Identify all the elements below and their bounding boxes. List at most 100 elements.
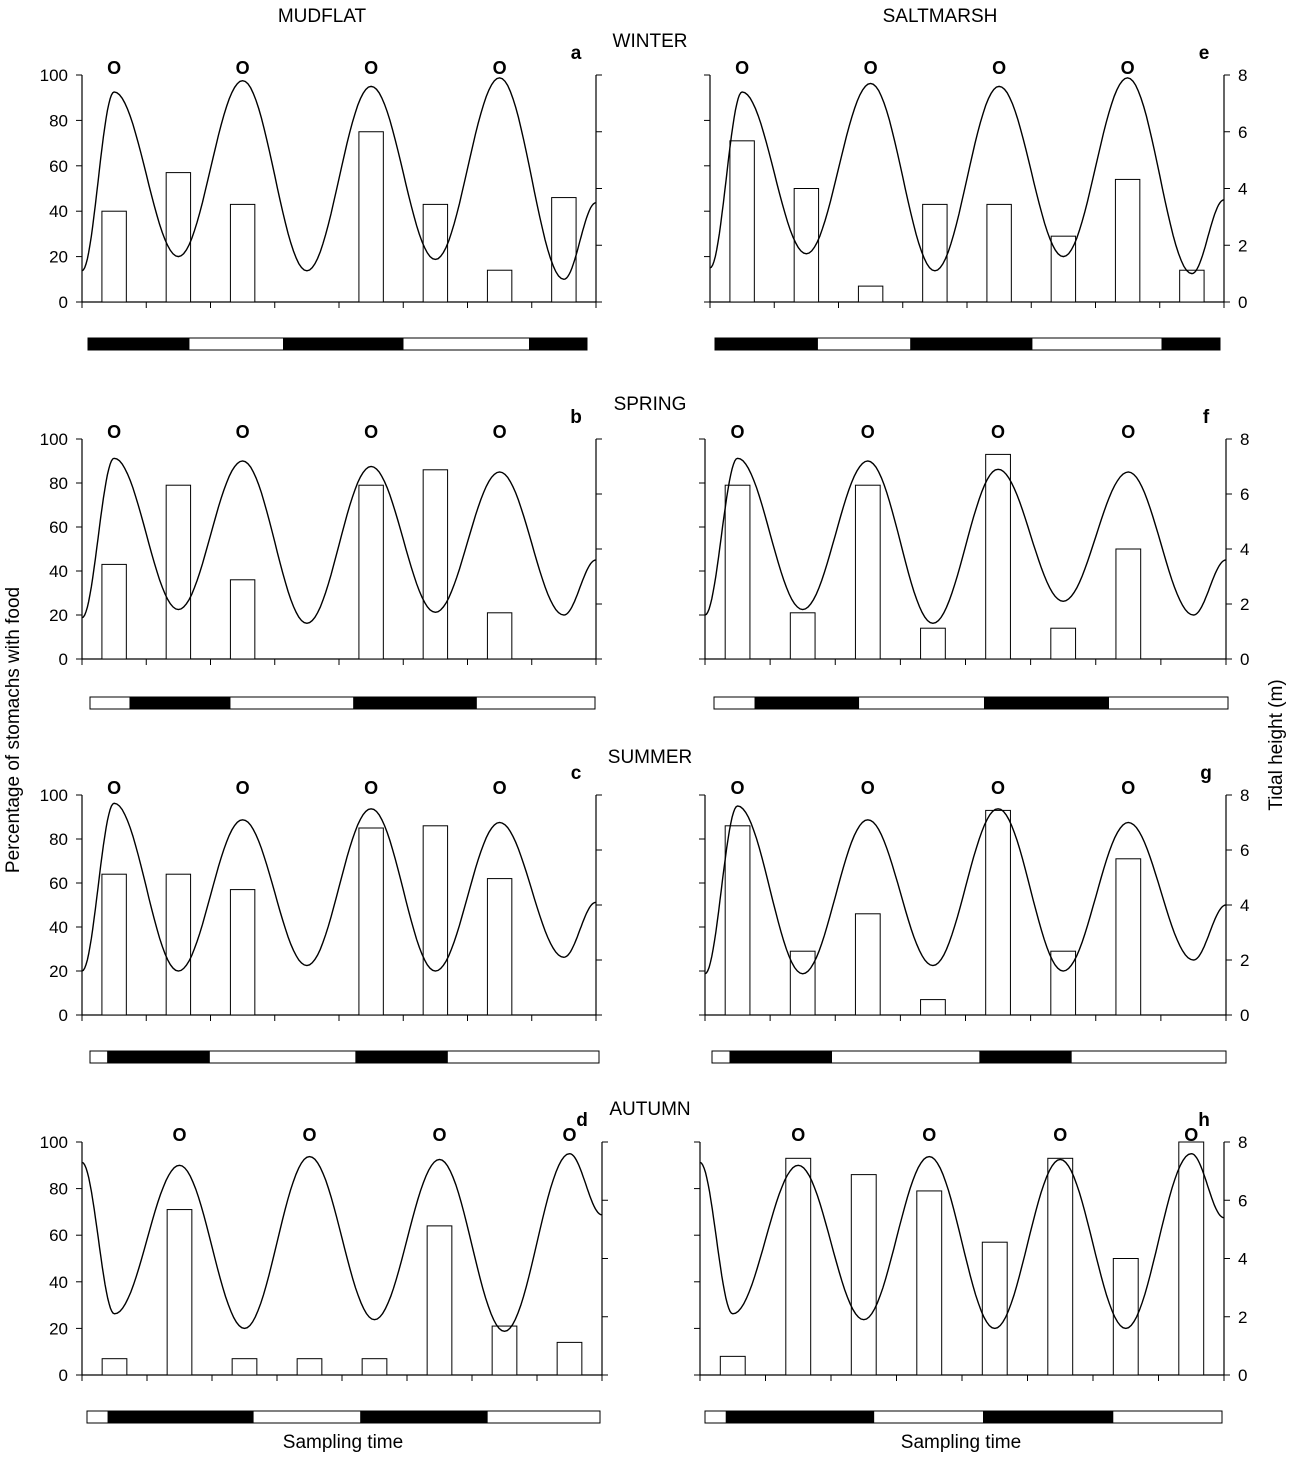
high-tide-marker: O	[562, 1125, 576, 1145]
bar-4	[922, 203, 948, 303]
bar-4	[916, 1190, 943, 1376]
night-period	[528, 337, 588, 351]
bar-1	[101, 210, 127, 303]
season-label-autumn: AUTUMN	[609, 1099, 690, 1120]
y-tick-label-left: 40	[49, 918, 68, 937]
bar-5	[358, 827, 384, 1016]
y-tick-label-right: 2	[1238, 236, 1247, 255]
bar-3	[231, 1358, 258, 1376]
high-tide-marker: O	[1121, 422, 1135, 442]
tidal-height-curve	[709, 77, 1225, 275]
high-tide-marker: O	[107, 422, 121, 442]
bar-3	[854, 913, 881, 1016]
bar-5	[985, 453, 1011, 660]
bar-1	[719, 1355, 746, 1376]
night-period	[983, 696, 1109, 710]
night-period	[725, 1410, 875, 1424]
high-tide-marker: O	[861, 422, 875, 442]
day-period	[1107, 696, 1229, 710]
bar-3	[857, 285, 884, 303]
bar-7	[1112, 1258, 1139, 1376]
y-tick-label-right: 4	[1238, 1250, 1247, 1269]
bar-5	[985, 809, 1011, 1016]
high-tide-marker: O	[302, 1125, 316, 1145]
high-tide-marker: O	[922, 1125, 936, 1145]
y-tick-label-left: 80	[49, 1180, 68, 1199]
bar-4	[296, 1358, 323, 1376]
high-tide-marker: O	[731, 778, 745, 798]
high-tide-marker: O	[493, 778, 507, 798]
panel-letter-b: b	[570, 407, 582, 428]
bar-8	[1179, 269, 1205, 303]
y-tick-label-left: 20	[49, 1319, 68, 1338]
panel-e: 0 2 4 6 8 O O O Oe	[704, 43, 1247, 351]
night-period	[754, 696, 860, 710]
bar-3	[854, 484, 881, 660]
day-period	[858, 696, 985, 710]
bar-8	[556, 1341, 583, 1376]
night-period	[1161, 337, 1221, 351]
x-axis-label-right: Sampling time	[901, 1432, 1021, 1453]
high-tide-marker: O	[992, 58, 1006, 78]
night-period	[283, 337, 404, 351]
y-tick-label-left: 0	[59, 293, 68, 312]
high-tide-marker: O	[864, 58, 878, 78]
panel-letter-f: f	[1203, 407, 1210, 428]
bar-1	[729, 140, 755, 303]
night-period	[979, 1050, 1072, 1064]
bar-1	[101, 873, 127, 1016]
bar-7	[491, 1325, 518, 1376]
bar-7	[486, 269, 513, 303]
day-period	[208, 1050, 357, 1064]
y-axis-right-label: Tidal height (m)	[1266, 679, 1287, 810]
bar-5	[981, 1241, 1008, 1376]
bar-6	[422, 825, 449, 1016]
column-header-saltmarsh: SALTMARSH	[883, 6, 998, 27]
bar-8	[551, 197, 577, 303]
y-tick-label-right: 0	[1240, 650, 1249, 669]
high-tide-marker: O	[364, 778, 378, 798]
high-tide-marker: O	[1184, 1125, 1198, 1145]
panel-letter-a: a	[571, 43, 582, 64]
bar-3	[229, 579, 256, 660]
y-tick-label-left: 80	[49, 474, 68, 493]
night-period	[107, 1410, 254, 1424]
bar-6	[1047, 1157, 1074, 1376]
panel-letter-h: h	[1198, 1110, 1210, 1131]
bar-5	[986, 203, 1012, 303]
y-tick-label-right: 6	[1238, 123, 1247, 142]
season-label-spring: SPRING	[614, 394, 687, 415]
y-tick-label-left: 60	[49, 518, 68, 537]
night-period	[714, 337, 818, 351]
season-label-summer: SUMMER	[608, 747, 692, 768]
bar-2	[165, 873, 192, 1016]
day-period	[831, 1050, 981, 1064]
bar-5	[361, 1358, 388, 1376]
y-tick-label-left: 100	[40, 66, 68, 85]
high-tide-marker: O	[735, 58, 749, 78]
high-tide-marker: O	[731, 422, 745, 442]
bar-3	[229, 889, 256, 1016]
high-tide-marker: O	[861, 778, 875, 798]
y-tick-label-left: 100	[40, 1133, 68, 1152]
day-period	[252, 1410, 362, 1424]
y-tick-label-right: 6	[1238, 1191, 1247, 1210]
bar-3	[229, 203, 256, 303]
y-tick-label-left: 100	[40, 786, 68, 805]
y-tick-label-left: 20	[49, 962, 68, 981]
high-tide-marker: O	[107, 58, 121, 78]
day-period	[711, 1050, 731, 1064]
bar-6	[1050, 627, 1077, 660]
panel-c: 0 20 40 60 80 100 O O O Oc	[40, 763, 602, 1064]
bar-7	[1115, 858, 1142, 1016]
y-tick-label-right: 4	[1240, 540, 1249, 559]
bar-2	[165, 484, 192, 660]
day-period	[713, 696, 756, 710]
x-axis-label-left: Sampling time	[283, 1432, 403, 1453]
y-tick-label-right: 4	[1238, 180, 1247, 199]
bar-3	[850, 1174, 877, 1376]
bar-2	[165, 172, 192, 303]
season-label-winter: WINTER	[613, 31, 688, 52]
day-period	[486, 1410, 601, 1424]
bar-5	[358, 131, 384, 303]
